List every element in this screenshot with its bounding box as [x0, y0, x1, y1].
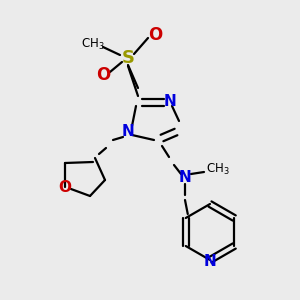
Text: N: N [204, 254, 216, 268]
Text: S: S [122, 49, 134, 67]
Text: O: O [58, 179, 71, 194]
Text: CH$_3$: CH$_3$ [206, 161, 230, 176]
Text: N: N [164, 94, 176, 110]
Text: N: N [178, 170, 191, 185]
Text: N: N [122, 124, 134, 140]
Text: O: O [148, 26, 162, 44]
Text: O: O [96, 66, 110, 84]
Text: CH$_3$: CH$_3$ [81, 36, 105, 52]
